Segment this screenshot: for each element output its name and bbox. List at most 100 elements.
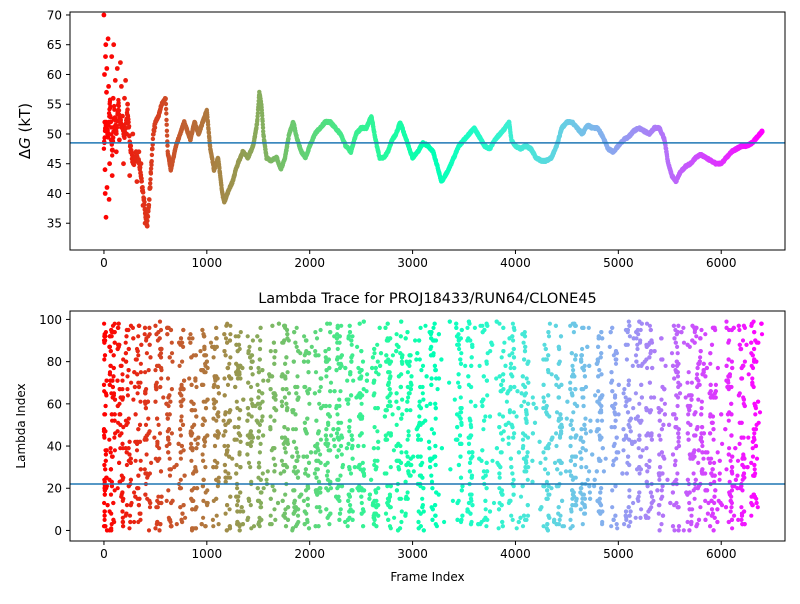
lambda-point [235, 486, 239, 490]
lambda-point [135, 448, 139, 452]
dg-point [125, 102, 130, 107]
lambda-point [313, 330, 317, 334]
lambda-point [627, 495, 631, 499]
dg-point [140, 179, 144, 183]
dg-point [148, 185, 153, 190]
lambda-point [419, 368, 423, 372]
dg-y-tick-label: 60 [47, 68, 62, 82]
lambda-point [645, 469, 649, 473]
dg-x-tick-label: 0 [100, 256, 108, 270]
dg-point [145, 224, 150, 229]
lambda-point [615, 526, 619, 530]
lambda-point [261, 471, 265, 475]
lambda-point [730, 526, 734, 530]
dg-y-tick-label: 35 [47, 217, 62, 231]
lambda-point [700, 400, 704, 404]
lambda-point [526, 478, 530, 482]
dg-point [103, 167, 108, 172]
lambda-point [109, 493, 113, 497]
dg-point [164, 111, 168, 115]
dg-point [105, 132, 110, 137]
dg-point [165, 133, 169, 137]
lambda-point [703, 332, 707, 336]
lambda-point [553, 461, 557, 465]
dg-point [109, 54, 114, 59]
lambda-point [494, 376, 498, 380]
dg-x-tick-label: 5000 [603, 256, 634, 270]
dg-point [137, 149, 142, 154]
dg-point [114, 149, 119, 154]
lambda-point [622, 387, 626, 391]
lambda-point [346, 402, 350, 406]
dg-point [164, 107, 168, 111]
dg-point [110, 173, 115, 178]
dg-x-tick-label: 6000 [706, 256, 737, 270]
dg-point [135, 179, 140, 184]
dg-y-axis-label-var: G [16, 137, 34, 149]
lambda-point [442, 520, 446, 524]
lambda-point [686, 412, 690, 416]
dg-point [124, 132, 129, 137]
lambda-point [201, 516, 205, 520]
lambda-point [125, 463, 129, 467]
dg-y-axis-label-unit: (kT) [16, 103, 34, 137]
dg-point [104, 215, 109, 220]
lambda-point [660, 488, 664, 492]
dg-point [146, 209, 151, 214]
dg-point [117, 138, 122, 143]
lambda-chart-title: Lambda Trace for PROJ18433/RUN64/CLONE45 [258, 291, 597, 307]
lambda-point [153, 368, 157, 372]
dg-point [118, 60, 123, 65]
lambda-point [739, 505, 743, 509]
lambda-point [507, 442, 511, 446]
lambda-point [752, 431, 756, 435]
dg-point [104, 66, 109, 71]
lambda-point [361, 360, 365, 364]
dg-point [111, 42, 116, 47]
dg-point [164, 96, 168, 100]
dg-x-tick-label: 4000 [500, 256, 531, 270]
lambda-point [509, 366, 513, 370]
dg-point [149, 171, 153, 175]
lambda-point [179, 404, 183, 408]
dg-point [165, 143, 169, 147]
lambda-point [660, 495, 664, 499]
lambda-point [179, 457, 183, 461]
dg-x-tick-label: 2000 [294, 256, 325, 270]
lambda-point [183, 516, 187, 520]
dg-point [121, 161, 126, 166]
lambda-point [236, 499, 240, 503]
lambda-point [625, 357, 629, 361]
dg-point [141, 190, 145, 194]
lambda-point [372, 391, 376, 395]
lambda-point [392, 448, 396, 452]
dg-y-tick-label: 40 [47, 187, 62, 201]
lambda-point [434, 417, 438, 421]
dg-point [120, 114, 125, 119]
dg-y-tick-label: 70 [47, 8, 62, 22]
lambda-point [102, 322, 106, 326]
lambda-point [400, 509, 404, 513]
dg-point [109, 138, 114, 143]
dg-point [113, 78, 118, 83]
dg-point [150, 159, 154, 163]
lambda-point [283, 395, 287, 399]
dg-point [147, 198, 151, 202]
lambda-point [168, 457, 172, 461]
dg-point [104, 90, 109, 95]
dg-point [150, 153, 154, 157]
dg-point [117, 104, 121, 108]
lambda-point [365, 372, 369, 376]
dg-point [107, 197, 112, 202]
lambda-point [314, 370, 318, 374]
dg-point [114, 131, 118, 135]
dg-point [153, 125, 157, 129]
dg-point [115, 66, 120, 71]
dg-point [127, 173, 132, 178]
lambda-point [395, 423, 399, 427]
lambda-point [125, 374, 129, 378]
lambda-point [689, 514, 693, 518]
dg-point [144, 215, 149, 220]
